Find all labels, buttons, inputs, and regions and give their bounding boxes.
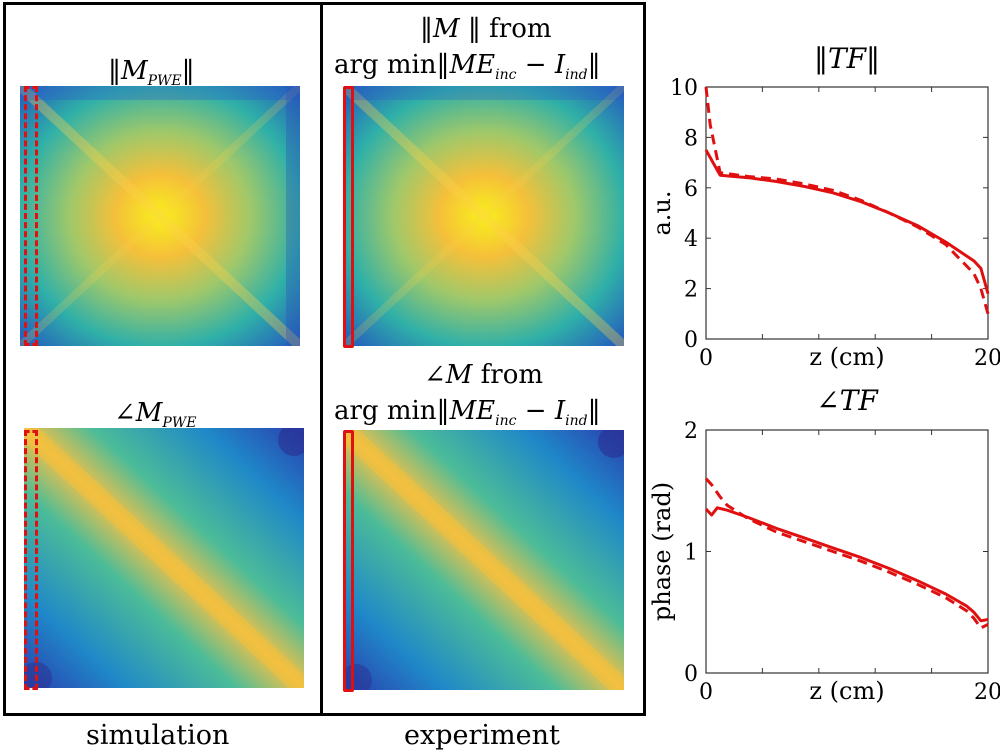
chart1-xtick-label: 0 bbox=[699, 680, 713, 705]
chart0-ytick-label: 8 bbox=[684, 126, 698, 151]
chart0-series-solid bbox=[704, 149, 990, 295]
sim-mag-title: ‖MPWE‖ bbox=[108, 56, 195, 89]
exp-phase-selection bbox=[343, 430, 354, 692]
chart0-ytick-label: 10 bbox=[670, 76, 698, 101]
chart1-ytick-label: 0 bbox=[684, 662, 698, 687]
chart0-ytick-label: 4 bbox=[684, 227, 698, 252]
chart1-ytick-label: 1 bbox=[684, 541, 698, 566]
chart0-xlabel: z (cm) bbox=[809, 343, 884, 371]
sim-mag-selection bbox=[24, 86, 38, 346]
chart1-xtick-label: 20 bbox=[974, 680, 1000, 705]
chart0-xtick-label: 20 bbox=[974, 346, 1000, 371]
exp-mag-selection bbox=[343, 86, 354, 348]
simulation-label: simulation bbox=[86, 720, 230, 751]
chart1-series-solid bbox=[704, 506, 989, 623]
sim-phase-title: ∠MPWE bbox=[114, 398, 197, 431]
tf-magnitude-chart: ‖TF‖ 0 2 4 6 8 10 0 20 z (cm) a.u. bbox=[650, 42, 1000, 371]
experiment-label: experiment bbox=[404, 720, 560, 751]
chart1-title: ∠TF bbox=[816, 384, 879, 417]
sim-mag-map bbox=[20, 86, 300, 346]
chart1-ylabel: phase (rad) bbox=[650, 482, 676, 621]
chart1-series-dashed bbox=[704, 477, 989, 630]
sim-phase-selection bbox=[24, 430, 38, 690]
exp-phase-title-line1: ∠M from bbox=[424, 360, 544, 390]
exp-mag-title-line2: arg min‖MEinc − Iind‖ bbox=[334, 50, 601, 83]
exp-mag-map bbox=[344, 86, 624, 346]
chart0-axes bbox=[705, 86, 989, 340]
chart1-xlabel: z (cm) bbox=[809, 677, 884, 705]
chart1-ytick-label: 2 bbox=[684, 419, 698, 444]
chart0-ytick-label: 6 bbox=[684, 177, 698, 202]
sim-phase-map bbox=[24, 428, 304, 688]
chart0-xtick-label: 0 bbox=[699, 346, 713, 371]
chart0-ylabel: a.u. bbox=[650, 190, 676, 235]
exp-phase-map bbox=[344, 430, 624, 690]
chart0-ytick-label: 0 bbox=[684, 328, 698, 353]
experiment-frame bbox=[320, 2, 646, 716]
chart0-title: ‖TF‖ bbox=[814, 42, 880, 75]
chart0-series-dashed bbox=[704, 86, 990, 315]
exp-mag-title-line1: ‖M ‖ from bbox=[420, 14, 552, 44]
exp-phase-title-line2: arg min‖MEinc − Iind‖ bbox=[334, 396, 601, 429]
chart0-ytick-label: 2 bbox=[684, 278, 698, 303]
